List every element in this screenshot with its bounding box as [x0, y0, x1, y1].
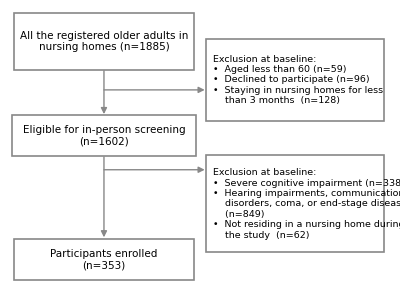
- FancyBboxPatch shape: [14, 239, 194, 280]
- FancyBboxPatch shape: [206, 39, 384, 120]
- Text: All the registered older adults in
nursing homes (n=1885): All the registered older adults in nursi…: [20, 31, 188, 52]
- Text: Exclusion at baseline:
•  Aged less than 60 (n=59)
•  Declined to participate (n: Exclusion at baseline: • Aged less than …: [213, 55, 383, 105]
- Text: Eligible for in-person screening
(n=1602): Eligible for in-person screening (n=1602…: [23, 125, 185, 146]
- FancyBboxPatch shape: [206, 155, 384, 253]
- FancyBboxPatch shape: [12, 115, 196, 156]
- Text: Exclusion at baseline:
•  Severe cognitive impairment (n=338)
•  Hearing impairm: Exclusion at baseline: • Severe cognitiv…: [213, 168, 400, 240]
- Text: Participants enrolled
(n=353): Participants enrolled (n=353): [50, 249, 158, 270]
- FancyBboxPatch shape: [14, 13, 194, 70]
